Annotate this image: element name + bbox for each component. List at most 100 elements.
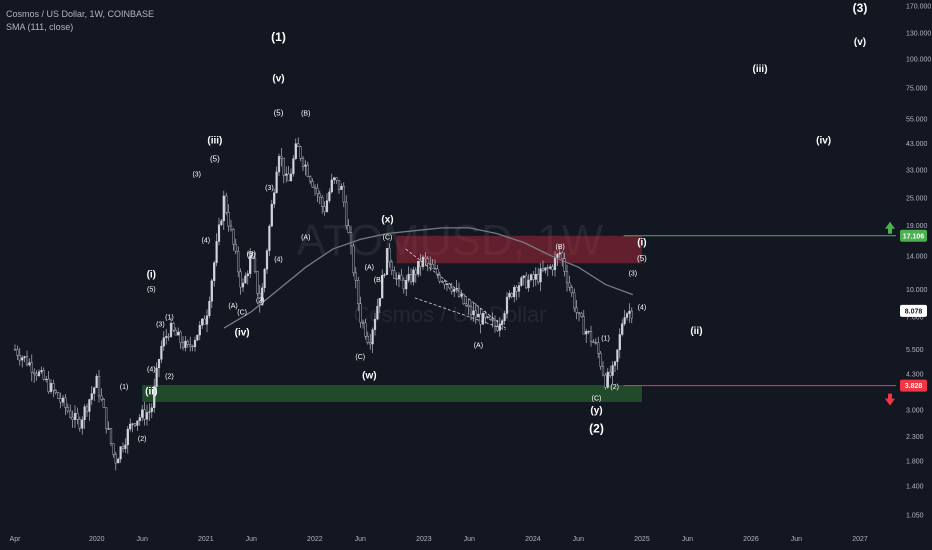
- price-tick: 25.000: [906, 195, 928, 202]
- candle-body: [299, 146, 302, 159]
- wave-label: (2): [610, 384, 619, 391]
- wave-label: (iii): [753, 64, 768, 75]
- time-tick: 2022: [307, 536, 323, 543]
- candle-body: [517, 285, 521, 292]
- candle-body: [390, 261, 393, 271]
- candle-body: [25, 356, 29, 366]
- candle-body: [239, 271, 242, 288]
- candle-body: [265, 250, 269, 270]
- candle-body: [280, 156, 283, 159]
- candle-body: [453, 288, 456, 292]
- candle-body: [165, 336, 168, 339]
- candle-body: [333, 177, 336, 181]
- candle-body: [64, 397, 67, 408]
- candle-body: [544, 267, 547, 271]
- candle-body: [105, 407, 108, 429]
- candle-body: [354, 272, 357, 281]
- price-tick: 19.000: [906, 223, 928, 230]
- wave-label: (4): [147, 367, 156, 374]
- wave-label: (ii): [145, 387, 157, 398]
- candle-body: [594, 342, 597, 344]
- time-tick: 2021: [198, 536, 214, 543]
- candle-body: [580, 313, 583, 317]
- candle-body: [57, 392, 60, 399]
- candle-body: [69, 410, 72, 418]
- price-tick: 33.000: [906, 168, 928, 175]
- candle-body: [109, 428, 113, 445]
- candle-body: [102, 399, 105, 408]
- candle-body: [33, 372, 36, 375]
- candle-body: [251, 255, 254, 259]
- candle-body: [114, 454, 117, 464]
- wave-label: (v): [272, 73, 284, 84]
- wave-label: (x): [381, 215, 393, 226]
- candle-body: [225, 195, 228, 213]
- candle-body: [585, 331, 588, 335]
- candle-body: [237, 250, 240, 273]
- wave-label: (w): [362, 371, 376, 382]
- candle-body: [491, 319, 494, 321]
- wave-label: (A): [228, 303, 237, 310]
- candle-body: [450, 287, 453, 292]
- price-tick: 1.400: [906, 484, 924, 491]
- candle-body: [263, 269, 266, 289]
- wedge-line: [414, 297, 506, 330]
- wave-label: (B): [301, 110, 310, 117]
- candle-body: [47, 378, 50, 392]
- candle-body: [112, 443, 115, 455]
- candle-body: [395, 278, 398, 280]
- candle-body: [42, 370, 45, 380]
- candle-body: [601, 366, 605, 376]
- wave-label: (A): [365, 265, 374, 272]
- wave-label: (2): [138, 436, 147, 443]
- candle-body: [282, 157, 285, 176]
- resistance-zone: [396, 235, 642, 264]
- candle-body: [155, 367, 158, 387]
- candle-body: [100, 395, 103, 400]
- candle-body: [357, 280, 360, 304]
- wave-label: (iv): [235, 328, 250, 339]
- candle-body: [292, 158, 295, 175]
- candle-body: [621, 323, 624, 335]
- candle-body: [426, 258, 429, 264]
- candle-body: [419, 260, 422, 267]
- candle-body: [150, 407, 153, 412]
- candle-body: [565, 271, 569, 284]
- candle-body: [179, 331, 182, 343]
- candle-body: [52, 383, 55, 391]
- candle-body: [66, 407, 69, 412]
- price-series: [13, 137, 633, 471]
- candle-body: [83, 406, 86, 421]
- price-tick: 7.600: [906, 314, 924, 321]
- down-arrow-icon: [885, 393, 895, 406]
- candle-body: [472, 310, 475, 316]
- candle-body: [611, 365, 614, 376]
- candle-body: [321, 197, 324, 207]
- wave-label: (v): [854, 37, 866, 48]
- candle-body: [503, 313, 506, 321]
- candle-body: [407, 274, 410, 281]
- candle-body: [205, 315, 209, 325]
- candle-body: [549, 266, 552, 269]
- candle-body: [177, 331, 180, 336]
- candle-body: [40, 370, 43, 372]
- price-tick: 1.050: [906, 513, 924, 520]
- price-axis: 170.000 130.000 100.000 75.000 55.000 43.000 3…: [906, 4, 931, 520]
- wave-label: (5): [147, 287, 156, 294]
- candle-body: [385, 248, 389, 275]
- candle-body: [597, 342, 600, 354]
- candle-body: [232, 229, 235, 245]
- time-tick: 2020: [89, 536, 105, 543]
- candle-body: [402, 279, 405, 290]
- candle-body: [522, 275, 525, 278]
- candle-body: [234, 243, 237, 252]
- candle-body: [589, 331, 593, 342]
- wave-label: (4): [638, 304, 647, 311]
- candle-body: [510, 293, 513, 297]
- price-tick: 1.800: [906, 459, 924, 466]
- candle-body: [467, 305, 470, 308]
- candle-body: [342, 185, 345, 203]
- direction-arrows: [885, 221, 895, 406]
- wave-label: (3): [156, 322, 165, 329]
